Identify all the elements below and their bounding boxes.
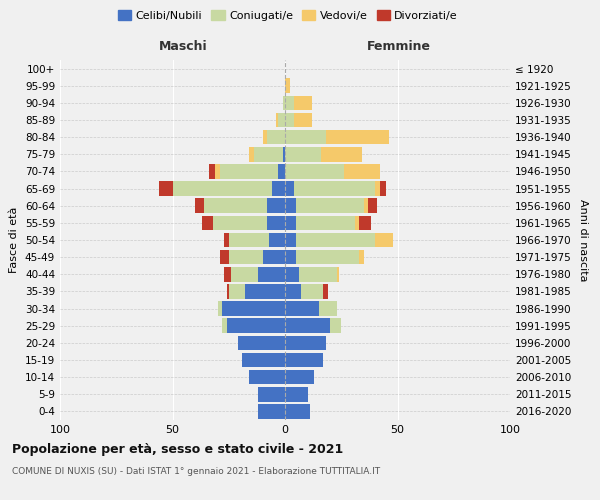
Bar xyxy=(209,164,215,178)
Bar xyxy=(213,216,267,230)
Bar xyxy=(271,182,285,196)
Bar xyxy=(227,318,285,333)
Bar xyxy=(285,352,323,368)
Bar xyxy=(215,164,220,178)
Bar xyxy=(296,232,375,248)
Bar xyxy=(283,147,285,162)
Bar xyxy=(258,267,285,281)
Bar xyxy=(263,250,285,264)
Bar xyxy=(285,164,343,178)
Bar xyxy=(159,182,173,196)
Bar xyxy=(227,284,229,298)
Bar xyxy=(285,216,296,230)
Bar xyxy=(285,387,308,402)
Bar xyxy=(285,250,296,264)
Bar xyxy=(258,387,285,402)
Bar xyxy=(269,232,285,248)
Bar xyxy=(267,198,285,213)
Bar xyxy=(285,112,294,128)
Bar xyxy=(220,164,278,178)
Bar xyxy=(375,232,393,248)
Bar xyxy=(276,112,278,128)
Bar xyxy=(285,198,296,213)
Bar xyxy=(330,318,341,333)
Bar xyxy=(278,164,285,178)
Bar xyxy=(355,216,359,230)
Bar xyxy=(222,318,227,333)
Bar xyxy=(258,404,285,418)
Bar xyxy=(278,112,285,128)
Bar xyxy=(359,216,371,230)
Bar xyxy=(285,147,321,162)
Bar xyxy=(296,216,355,230)
Bar xyxy=(195,198,204,213)
Bar xyxy=(337,267,339,281)
Bar xyxy=(204,198,267,213)
Bar xyxy=(202,216,213,230)
Bar xyxy=(285,284,301,298)
Bar xyxy=(294,182,375,196)
Bar xyxy=(242,352,285,368)
Bar xyxy=(285,318,330,333)
Y-axis label: Anni di nascita: Anni di nascita xyxy=(578,198,588,281)
Bar xyxy=(359,250,364,264)
Text: Popolazione per età, sesso e stato civile - 2021: Popolazione per età, sesso e stato civil… xyxy=(12,442,343,456)
Bar xyxy=(218,302,222,316)
Bar xyxy=(267,216,285,230)
Bar xyxy=(249,370,285,384)
Bar xyxy=(299,267,337,281)
Bar xyxy=(224,232,229,248)
Bar xyxy=(285,336,325,350)
Bar xyxy=(224,267,231,281)
Bar xyxy=(285,267,299,281)
Bar xyxy=(296,250,359,264)
Text: COMUNE DI NUXIS (SU) - Dati ISTAT 1° gennaio 2021 - Elaborazione TUTTITALIA.IT: COMUNE DI NUXIS (SU) - Dati ISTAT 1° gen… xyxy=(12,468,380,476)
Bar xyxy=(285,404,310,418)
Bar xyxy=(245,284,285,298)
Bar xyxy=(285,96,294,110)
Bar xyxy=(263,130,267,144)
Bar xyxy=(323,284,328,298)
Bar xyxy=(229,250,263,264)
Text: Maschi: Maschi xyxy=(158,40,208,52)
Bar xyxy=(294,96,312,110)
Bar xyxy=(229,232,269,248)
Legend: Celibi/Nubili, Coniugati/e, Vedovi/e, Divorziati/e: Celibi/Nubili, Coniugati/e, Vedovi/e, Di… xyxy=(113,6,463,25)
Bar xyxy=(296,198,364,213)
Bar xyxy=(231,267,258,281)
Bar xyxy=(238,336,285,350)
Bar xyxy=(364,198,368,213)
Bar xyxy=(285,78,290,93)
Bar xyxy=(283,96,285,110)
Bar xyxy=(319,302,337,316)
Bar xyxy=(173,182,271,196)
Text: Femmine: Femmine xyxy=(367,40,431,52)
Bar xyxy=(285,302,319,316)
Bar xyxy=(380,182,386,196)
Bar xyxy=(375,182,380,196)
Bar xyxy=(254,147,283,162)
Bar xyxy=(285,232,296,248)
Y-axis label: Fasce di età: Fasce di età xyxy=(10,207,19,273)
Bar xyxy=(267,130,285,144)
Bar xyxy=(294,112,312,128)
Bar xyxy=(249,147,254,162)
Bar xyxy=(301,284,323,298)
Bar xyxy=(285,370,314,384)
Bar xyxy=(285,182,294,196)
Bar xyxy=(343,164,380,178)
Bar xyxy=(229,284,245,298)
Bar xyxy=(285,130,325,144)
Bar xyxy=(325,130,389,144)
Bar xyxy=(368,198,377,213)
Bar xyxy=(222,302,285,316)
Bar xyxy=(321,147,361,162)
Bar xyxy=(220,250,229,264)
